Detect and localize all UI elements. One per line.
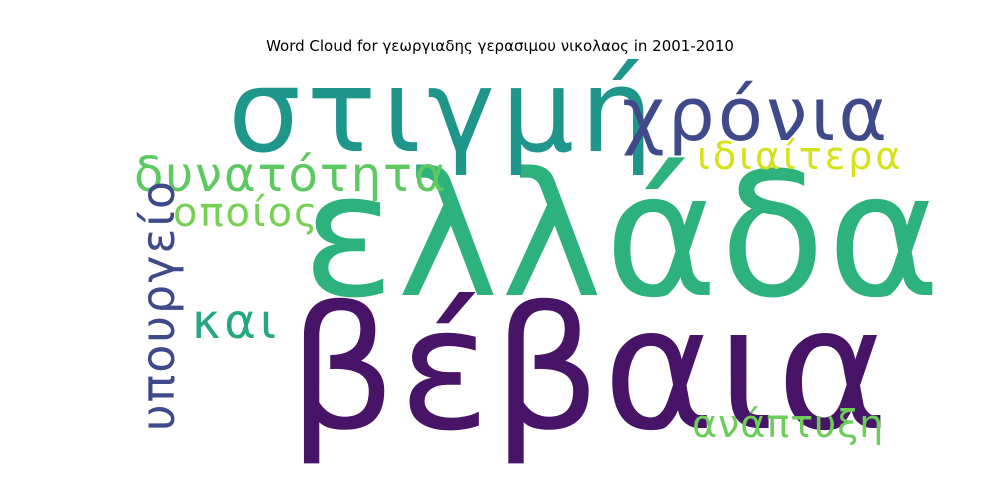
word-vevaia: βέβαια [288,271,891,469]
word-anaptyxi: ανάπτυξη [692,402,885,446]
word-xronia: χρόνια [622,72,891,158]
word-stigmi: στιγμή [228,45,660,179]
word-dynatotita: δυνατότητα [134,147,448,203]
word-opoios: οποίος [173,190,320,236]
word-idiaitera: ιδιαίτερα [697,134,904,178]
word-kai: και [192,294,281,350]
word-ellada: ελλάδα [302,135,943,336]
chart-title: Word Cloud for γεωργιαδης γερασιμου νικο… [266,37,734,55]
